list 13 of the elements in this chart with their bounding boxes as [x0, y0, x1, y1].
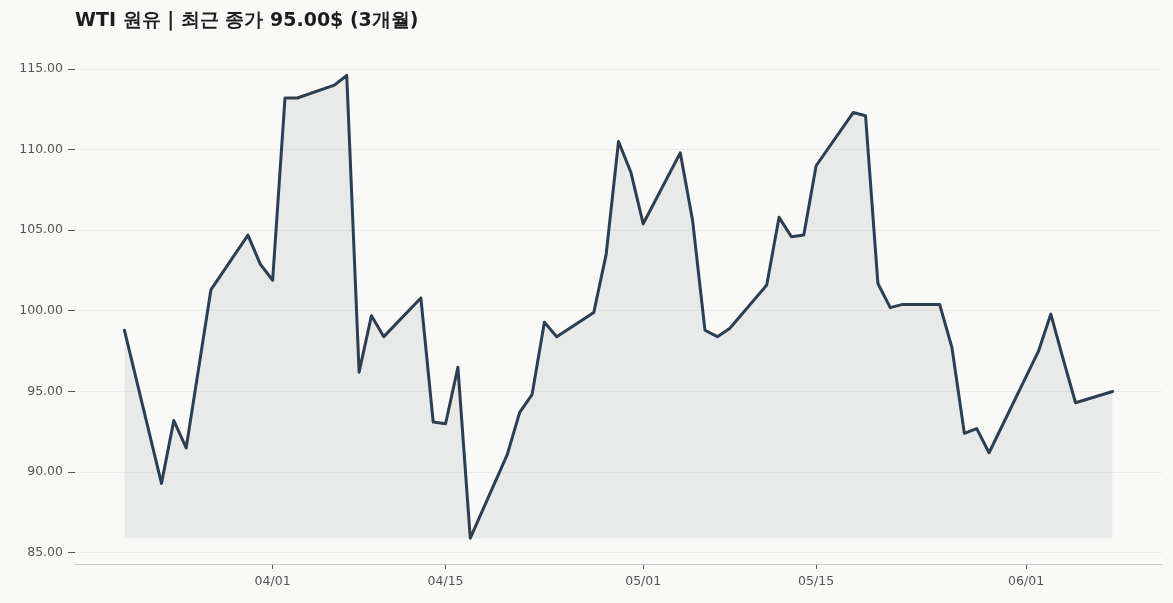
x-tick-label: 04/15: [427, 572, 464, 588]
x-tick-label: 06/01: [1008, 572, 1045, 588]
y-tick-label: 95.00: [27, 382, 64, 398]
y-tick-label: 115.00: [19, 60, 64, 76]
y-tick-label: 85.00: [27, 543, 64, 559]
y-tick-label: 90.00: [27, 463, 64, 479]
y-tick-label: 105.00: [19, 221, 64, 237]
y-tick-label: 110.00: [19, 140, 64, 156]
x-tick-label: 05/15: [798, 572, 835, 588]
x-tick-label: 05/01: [625, 572, 662, 588]
chart-title: WTI 원유 | 최근 종가 95.00$ (3개월): [75, 7, 419, 33]
x-tick-label: 04/01: [254, 572, 291, 588]
y-tick-label: 100.00: [19, 302, 64, 318]
